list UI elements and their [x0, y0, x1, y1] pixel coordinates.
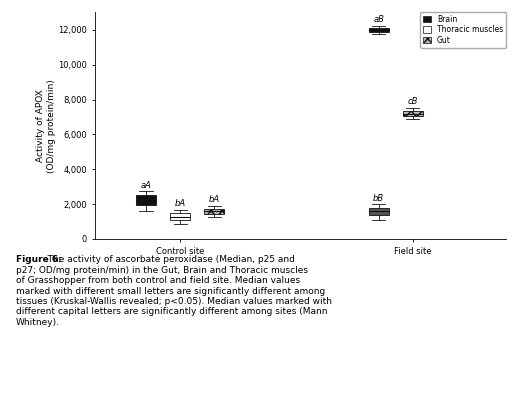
Text: bB: bB [373, 194, 384, 203]
Y-axis label: Activity of APOX
(OD/mg protein/min): Activity of APOX (OD/mg protein/min) [36, 79, 55, 173]
FancyBboxPatch shape [369, 28, 389, 32]
FancyBboxPatch shape [204, 209, 225, 214]
Text: bA: bA [174, 199, 186, 208]
FancyBboxPatch shape [403, 111, 423, 116]
Text: bA: bA [209, 195, 220, 204]
Text: The activity of ascorbate peroxidase (Median, p25 and
p27; OD/mg protein/min) in: The activity of ascorbate peroxidase (Me… [16, 255, 332, 327]
Text: aB: aB [373, 15, 384, 24]
FancyBboxPatch shape [170, 213, 190, 220]
Text: Figure 6:: Figure 6: [16, 255, 62, 265]
FancyBboxPatch shape [369, 208, 389, 215]
Text: aA: aA [141, 181, 151, 190]
FancyBboxPatch shape [136, 195, 156, 205]
Text: cB: cB [408, 97, 418, 106]
Legend: Brain, Thoracic muscles, Gut: Brain, Thoracic muscles, Gut [420, 12, 506, 48]
